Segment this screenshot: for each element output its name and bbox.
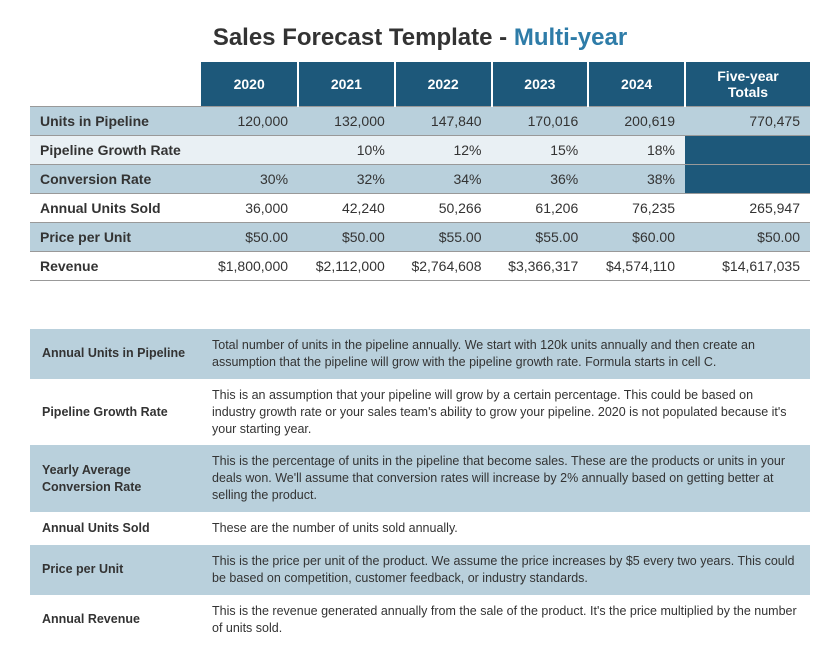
- cell-value: $3,366,317: [492, 252, 589, 281]
- table-row: Pipeline Growth Rate 10%12%15%18%: [30, 136, 810, 165]
- row-label: Annual Units Sold: [30, 194, 201, 223]
- definition-desc: These are the number of units sold annua…: [200, 512, 810, 545]
- cell-value: 170,016: [492, 107, 589, 136]
- cell-value: [201, 136, 298, 165]
- definition-term: Annual Revenue: [30, 595, 200, 645]
- cell-total: 265,947: [685, 194, 810, 223]
- cell-value: 50,266: [395, 194, 492, 223]
- table-row: Annual Units Sold36,00042,24050,26661,20…: [30, 194, 810, 223]
- cell-value: 36,000: [201, 194, 298, 223]
- definition-desc: Total number of units in the pipeline an…: [200, 329, 810, 379]
- cell-value: $2,764,608: [395, 252, 492, 281]
- definition-row: Yearly Average Conversion RateThis is th…: [30, 445, 810, 512]
- page-title: Sales Forecast Template - Multi-year: [30, 24, 810, 52]
- cell-value: 61,206: [492, 194, 589, 223]
- definition-desc: This is the price per unit of the produc…: [200, 545, 810, 595]
- table-row: Conversion Rate30%32%34%36%38%: [30, 165, 810, 194]
- definition-term: Annual Units in Pipeline: [30, 329, 200, 379]
- row-label: Price per Unit: [30, 223, 201, 252]
- cell-value: $1,800,000: [201, 252, 298, 281]
- table-row: Units in Pipeline120,000132,000147,84017…: [30, 107, 810, 136]
- cell-total: $14,617,035: [685, 252, 810, 281]
- cell-total: [685, 165, 810, 194]
- cell-value: 18%: [588, 136, 685, 165]
- forecast-table: 2020 2021 2022 2023 2024 Five-year Total…: [30, 62, 810, 281]
- header-blank: [30, 62, 201, 107]
- cell-total: $50.00: [685, 223, 810, 252]
- cell-value: 10%: [298, 136, 395, 165]
- row-label: Revenue: [30, 252, 201, 281]
- cell-total: [685, 136, 810, 165]
- header-year-2020: 2020: [201, 62, 298, 107]
- cell-value: $50.00: [201, 223, 298, 252]
- cell-value: $60.00: [588, 223, 685, 252]
- cell-value: 32%: [298, 165, 395, 194]
- definition-term: Yearly Average Conversion Rate: [30, 445, 200, 512]
- definition-row: Annual Units SoldThese are the number of…: [30, 512, 810, 545]
- definition-row: Pipeline Growth RateThis is an assumptio…: [30, 379, 810, 446]
- definition-desc: This is the revenue generated annually f…: [200, 595, 810, 645]
- title-prefix: Sales Forecast Template -: [213, 24, 514, 51]
- definition-term: Annual Units Sold: [30, 512, 200, 545]
- cell-value: $50.00: [298, 223, 395, 252]
- cell-value: 76,235: [588, 194, 685, 223]
- title-accent: Multi-year: [514, 24, 627, 51]
- cell-value: 30%: [201, 165, 298, 194]
- definition-term: Pipeline Growth Rate: [30, 379, 200, 446]
- table-row: Revenue$1,800,000$2,112,000$2,764,608$3,…: [30, 252, 810, 281]
- forecast-header-row: 2020 2021 2022 2023 2024 Five-year Total…: [30, 62, 810, 107]
- cell-value: 12%: [395, 136, 492, 165]
- definition-row: Annual Units in PipelineTotal number of …: [30, 329, 810, 379]
- cell-value: $55.00: [395, 223, 492, 252]
- cell-value: $4,574,110: [588, 252, 685, 281]
- cell-value: 15%: [492, 136, 589, 165]
- header-totals: Five-year Totals: [685, 62, 810, 107]
- definition-row: Annual RevenueThis is the revenue genera…: [30, 595, 810, 645]
- cell-total: 770,475: [685, 107, 810, 136]
- cell-value: 147,840: [395, 107, 492, 136]
- cell-value: 42,240: [298, 194, 395, 223]
- definitions-table: Annual Units in PipelineTotal number of …: [30, 329, 810, 644]
- header-year-2021: 2021: [298, 62, 395, 107]
- cell-value: $55.00: [492, 223, 589, 252]
- definition-row: Price per UnitThis is the price per unit…: [30, 545, 810, 595]
- header-year-2022: 2022: [395, 62, 492, 107]
- cell-value: 36%: [492, 165, 589, 194]
- cell-value: 200,619: [588, 107, 685, 136]
- definition-desc: This is the percentage of units in the p…: [200, 445, 810, 512]
- cell-value: $2,112,000: [298, 252, 395, 281]
- header-year-2023: 2023: [492, 62, 589, 107]
- row-label: Conversion Rate: [30, 165, 201, 194]
- cell-value: 132,000: [298, 107, 395, 136]
- cell-value: 34%: [395, 165, 492, 194]
- table-row: Price per Unit$50.00$50.00$55.00$55.00$6…: [30, 223, 810, 252]
- definition-desc: This is an assumption that your pipeline…: [200, 379, 810, 446]
- row-label: Pipeline Growth Rate: [30, 136, 201, 165]
- cell-value: 38%: [588, 165, 685, 194]
- row-label: Units in Pipeline: [30, 107, 201, 136]
- cell-value: 120,000: [201, 107, 298, 136]
- header-year-2024: 2024: [588, 62, 685, 107]
- definition-term: Price per Unit: [30, 545, 200, 595]
